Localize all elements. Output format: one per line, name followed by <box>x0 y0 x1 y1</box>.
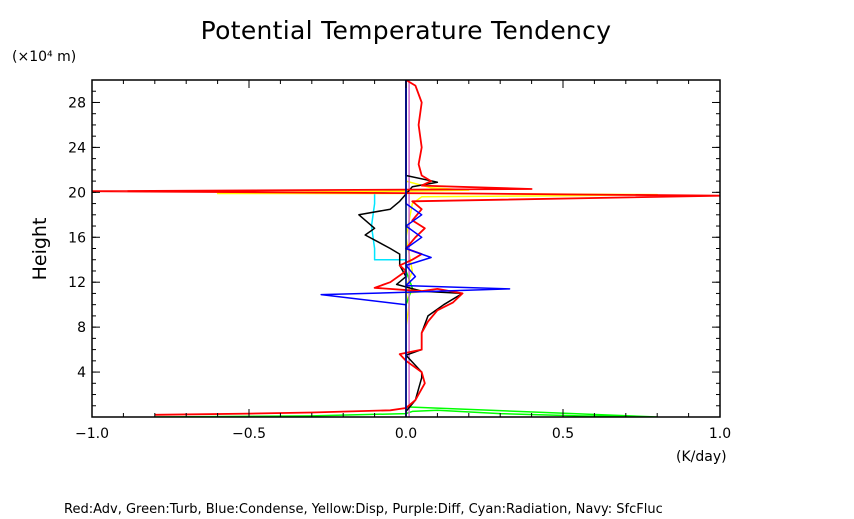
y-tick-label: 28 <box>68 95 86 111</box>
x-unit-label: (K/day) <box>676 449 727 465</box>
y-tick-label: 8 <box>77 320 86 336</box>
chart-title: Potential Temperature Tendency <box>201 16 612 45</box>
series-layer <box>92 80 720 417</box>
y-unit-label: (×10⁴ m) <box>12 49 76 65</box>
x-tick-label: −1.0 <box>75 426 109 442</box>
series-line-disp <box>216 80 658 417</box>
y-axis-label: Height <box>29 218 51 281</box>
y-tick-label: 4 <box>77 365 86 381</box>
series-line-adv <box>92 80 720 416</box>
y-tick-label: 20 <box>68 185 86 201</box>
series-line-condense <box>320 80 511 417</box>
tick-layer: −1.0 −0.5 0.0 0.5 1.0 4 8 12 16 20 24 28 <box>68 80 731 442</box>
x-tick-label: 0.5 <box>552 426 574 442</box>
x-tick-label: 0.0 <box>395 426 417 442</box>
x-tick-label: 1.0 <box>709 426 731 442</box>
legend-text: Red:Adv, Green:Turb, Blue:Condense, Yell… <box>64 502 663 517</box>
y-tick-label: 16 <box>68 230 86 246</box>
plot-frame <box>91 79 721 418</box>
y-tick-label: 12 <box>68 275 86 291</box>
x-tick-label: −0.5 <box>232 426 266 442</box>
y-tick-label: 24 <box>68 140 86 156</box>
